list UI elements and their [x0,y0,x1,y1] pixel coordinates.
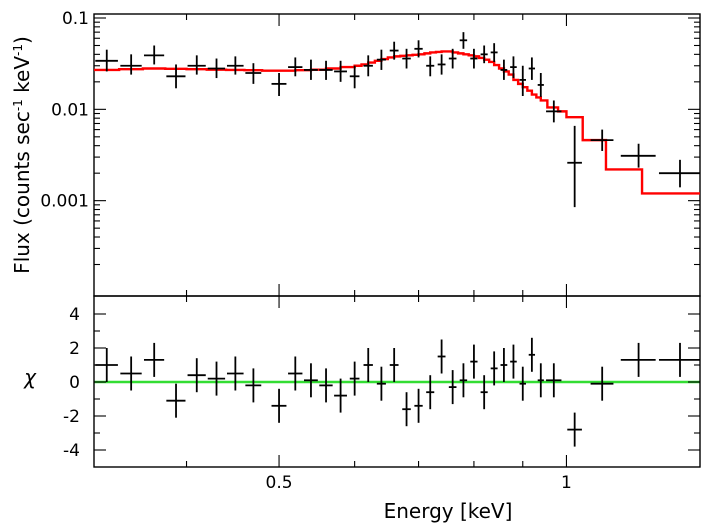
residual-data-point [166,383,186,418]
chi-axis-label: χ [23,365,37,389]
flux-data-point [459,32,468,49]
residual-data-point [426,375,435,410]
residual-data-point [537,363,544,398]
flux-data-point [166,64,186,89]
residual-data-point [207,361,226,396]
flux-tick-label: 0.1 [62,9,89,29]
flux-data-point [226,56,244,75]
flux-data-point [510,56,517,79]
flux-data-point [620,143,656,168]
flux-data-point [519,65,526,96]
flux-data-point [245,63,262,84]
flux-data-point [500,59,508,80]
flux-data-point [414,40,423,58]
flux-data-point [120,54,142,75]
flux-data-point [143,45,165,65]
residual-data-point [510,344,517,379]
flux-data-point [303,59,318,80]
residual-data-point [480,375,488,410]
residual-panel: -4 -2 0 2 4 0.5 1 [63,295,701,493]
flux-data-point [389,41,399,60]
flux-data-point [658,159,700,188]
flux-data-point [546,100,562,123]
model-step-line [94,50,700,195]
residual-panel-frame [93,295,701,468]
residual-data-point [303,363,318,398]
residual-data-point [187,358,206,393]
chi-tick-label: -2 [63,407,80,427]
flux-data-point [480,45,488,64]
residual-data-point [363,348,373,382]
flux-data-point [470,48,478,69]
flux-data-point [537,72,544,97]
flux-data-point [271,72,287,96]
flux-axis-label: Flux (counts sec-1 keV-1) [10,36,34,274]
flux-data-point [376,49,386,70]
flux-data-point [590,129,614,151]
residual-data-point [319,368,333,403]
energy-tick-label: 1 [561,473,572,493]
flux-data-point [448,48,457,69]
chi-tick-label: 2 [69,339,80,359]
residual-data-point [437,339,446,374]
flux-data-point [437,54,446,75]
energy-tick-label: 0.5 [266,473,293,493]
residual-data-point [590,366,614,401]
residual-data-point [448,370,457,405]
flux-data-point [426,56,435,77]
residual-data-point [620,342,656,377]
flux-data-point [334,60,347,82]
residual-data-point [567,412,582,447]
residual-data-point [226,356,244,391]
flux-tick-label: 0.001 [40,192,89,212]
residual-data-point [490,351,498,386]
residual-data-point [288,356,303,391]
residual-data-point [459,363,468,398]
residual-data-point [376,366,386,401]
chi-tick-label: -4 [63,441,80,461]
flux-data-point [288,57,303,77]
flux-panel: 0.001 0.01 0.1 [40,9,701,297]
residual-data-point [349,361,360,396]
flux-data-point [187,55,206,75]
residual-data-point [500,348,508,382]
residual-data-point [658,342,700,377]
flux-data-point [528,57,536,80]
residual-data-point [389,348,399,382]
residual-data-point [120,356,142,391]
residual-data-point [402,392,411,427]
energy-axis-label: Energy [keV] [384,499,513,523]
residual-data-point [470,344,478,379]
residual-data-point [519,366,526,401]
residual-data-point [546,363,562,398]
flux-data-point [319,60,333,80]
flux-data-point [567,125,582,208]
flux-tick-label: 0.01 [51,100,89,120]
flux-data-point [363,55,373,77]
residual-data-point [528,337,536,372]
flux-data-point [349,65,360,89]
flux-data-point [95,49,118,72]
residual-data-point [271,388,287,423]
chi-tick-label: 4 [69,305,80,325]
chi-tick-label: 0 [69,373,80,393]
flux-data-point [207,58,226,79]
residual-data-point [334,378,347,413]
flux-data-point [402,48,411,69]
flux-data-point [490,43,498,62]
residual-data-point [414,388,423,423]
residual-data-point [245,368,262,403]
residual-data-point [143,342,165,377]
